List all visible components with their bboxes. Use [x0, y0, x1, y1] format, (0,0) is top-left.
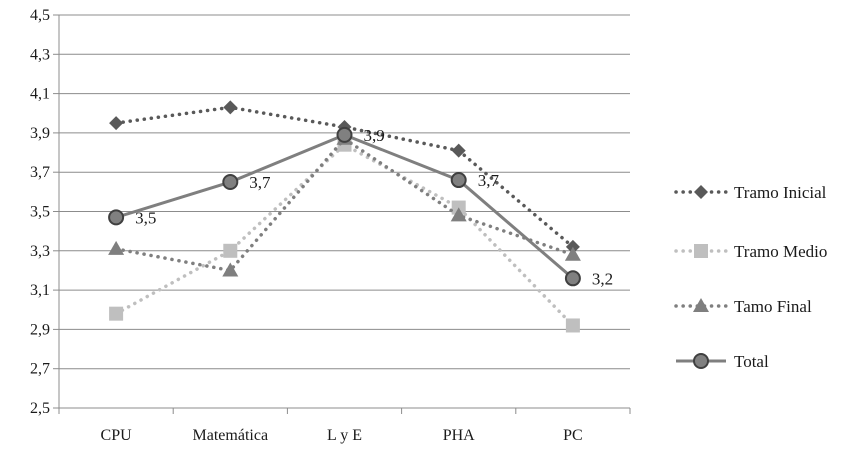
x-tick-label: L y E [327, 427, 362, 444]
data-point-2 [223, 243, 238, 258]
data-point-3 [222, 262, 239, 277]
legend-label: Tamo Final [734, 297, 812, 316]
legend-marker [693, 298, 709, 312]
legend-label: Tramo Medio [734, 242, 827, 261]
series-line-2 [114, 142, 575, 328]
legend-marker [694, 185, 708, 199]
data-point-2 [565, 318, 580, 333]
y-tick-label: 2,5 [30, 400, 50, 417]
data-point-1 [109, 116, 124, 131]
y-tick-label: 4,5 [30, 7, 50, 24]
data-label: 3,7 [249, 173, 271, 192]
x-tick-label: CPU [101, 427, 133, 444]
y-tick-label: 3,9 [30, 125, 50, 142]
legend-label: Tramo Inicial [734, 183, 827, 202]
series-line-1 [114, 105, 575, 249]
legend-marker [694, 244, 708, 258]
y-tick-label: 3,7 [30, 164, 50, 181]
y-tick-label: 4,3 [30, 46, 50, 63]
data-point-4 [450, 172, 467, 189]
x-tick-label: Matemática [193, 427, 269, 444]
y-tick-label: 3,3 [30, 243, 50, 260]
data-label: 3,9 [364, 126, 385, 145]
y-tick-label: 3,5 [30, 204, 50, 221]
x-tick-label: PC [563, 427, 583, 444]
data-point-3 [108, 240, 125, 255]
y-tick-label: 2,9 [30, 321, 50, 338]
data-point-2 [109, 306, 124, 321]
data-point-4 [108, 209, 125, 226]
x-tick-label: PHA [443, 427, 475, 444]
y-tick-label: 4,1 [30, 86, 50, 103]
data-point-1 [451, 143, 466, 158]
data-point-1 [223, 100, 238, 115]
data-label: 3,5 [135, 208, 156, 227]
legend-label: Total [734, 352, 769, 371]
data-point-3 [564, 246, 581, 261]
legend-marker [693, 353, 709, 369]
data-point-4 [336, 126, 353, 143]
data-label: 3,7 [478, 171, 500, 190]
data-point-4 [222, 174, 239, 191]
data-point-3 [450, 207, 467, 222]
y-tick-label: 2,7 [30, 361, 50, 378]
data-point-4 [564, 270, 581, 287]
y-tick-label: 3,1 [30, 282, 50, 299]
data-label: 3,2 [592, 269, 613, 288]
